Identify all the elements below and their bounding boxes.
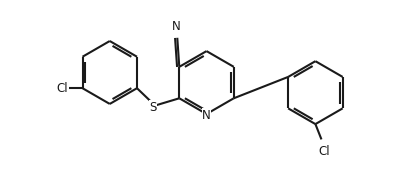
Text: Cl: Cl: [57, 82, 68, 95]
Text: N: N: [202, 109, 211, 122]
Text: N: N: [172, 20, 181, 33]
Text: S: S: [149, 101, 157, 114]
Text: Cl: Cl: [318, 145, 330, 158]
